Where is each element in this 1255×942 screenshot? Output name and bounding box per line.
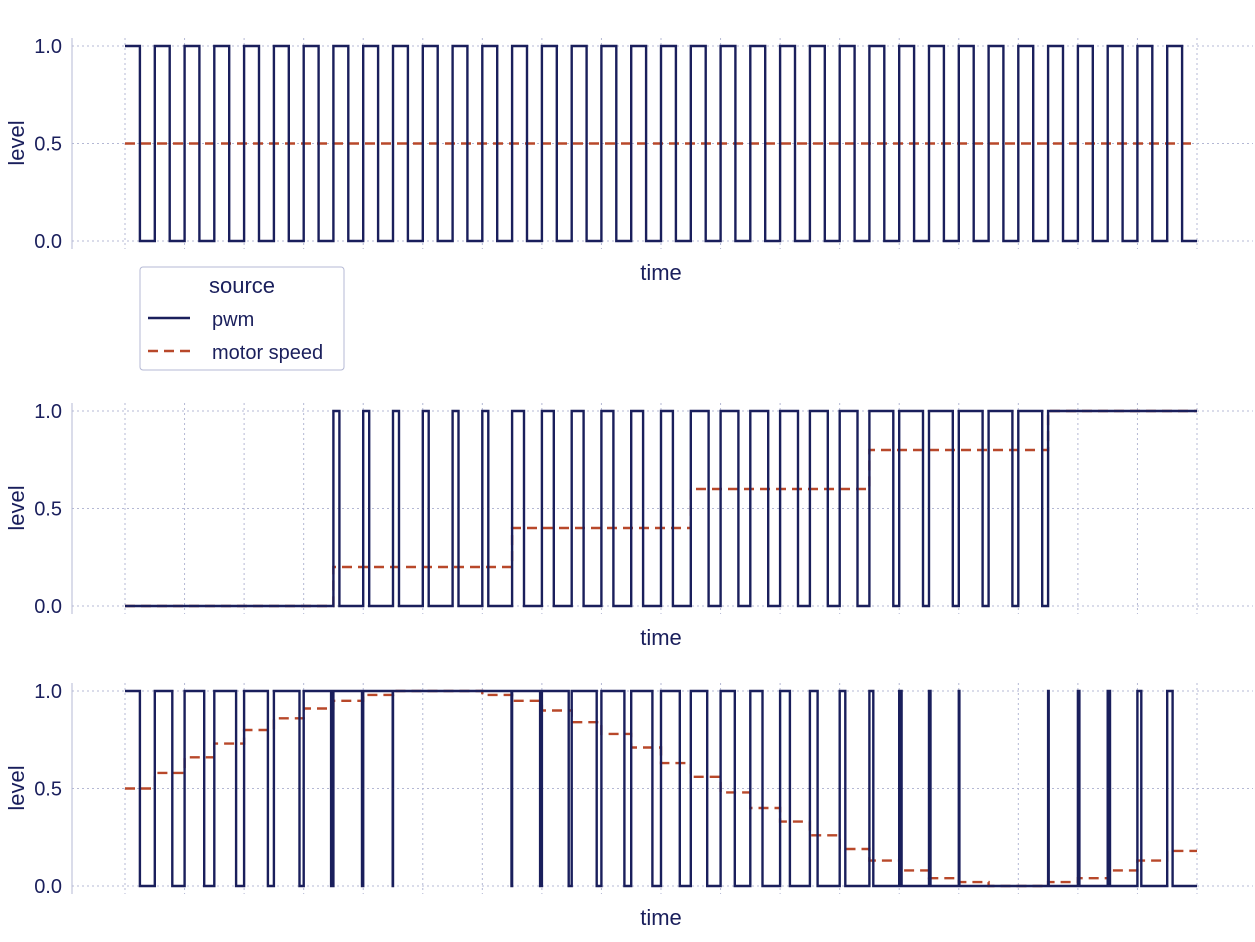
series-pwm <box>125 44 1197 243</box>
panel-step-speed: 0.0 0.5 1.0 time level <box>4 401 1253 650</box>
y-tick-labels: 0.0 0.5 1.0 <box>34 681 62 898</box>
x-axis-title: time <box>640 260 682 285</box>
legend-label-motor-speed: motor speed <box>212 342 323 364</box>
y-tick-label: 1.0 <box>34 681 62 703</box>
y-tick-label: 0.5 <box>34 134 62 156</box>
legend: source pwm motor speed <box>139 266 345 371</box>
series-pwm <box>125 689 1197 888</box>
y-tick-label: 0.0 <box>34 876 62 898</box>
y-tick-label: 0.5 <box>34 499 62 521</box>
plot-area <box>125 689 1197 888</box>
y-axis-title: level <box>4 765 29 810</box>
grid <box>71 403 1253 614</box>
y-tick-label: 1.0 <box>34 401 62 423</box>
grid <box>71 683 1253 894</box>
plot-area <box>125 409 1197 608</box>
y-tick-labels: 0.0 0.5 1.0 <box>34 36 62 253</box>
legend-box <box>139 266 345 371</box>
y-axis-title: level <box>4 485 29 530</box>
x-axis-title: time <box>640 625 682 650</box>
x-axis-title: time <box>640 905 682 930</box>
series-pwm <box>125 409 1197 608</box>
y-tick-label: 0.0 <box>34 231 62 253</box>
series-motor-speed <box>125 409 1197 608</box>
legend-title: source <box>209 273 275 298</box>
legend-label-pwm: pwm <box>212 309 254 331</box>
y-tick-label: 1.0 <box>34 36 62 58</box>
panel-sine-speed: 0.0 0.5 1.0 time level <box>4 681 1253 930</box>
y-tick-labels: 0.0 0.5 1.0 <box>34 401 62 618</box>
y-tick-label: 0.5 <box>34 779 62 801</box>
y-axis-title: level <box>4 120 29 165</box>
plot-area <box>125 44 1197 243</box>
panel-constant-speed: 0.0 0.5 1.0 time level <box>4 36 1253 285</box>
y-tick-label: 0.0 <box>34 596 62 618</box>
